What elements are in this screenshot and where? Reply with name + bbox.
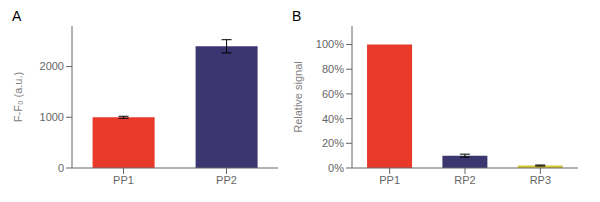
svg-text:40%: 40% (322, 113, 344, 125)
svg-text:0: 0 (58, 162, 64, 174)
svg-text:RP3: RP3 (530, 174, 551, 186)
svg-text:PP1: PP1 (113, 174, 134, 186)
svg-text:PP2: PP2 (216, 174, 237, 186)
svg-text:RP2: RP2 (454, 174, 475, 186)
svg-text:100%: 100% (316, 38, 344, 50)
svg-text:80%: 80% (322, 63, 344, 75)
svg-text:0%: 0% (328, 162, 344, 174)
svg-text:2000: 2000 (40, 60, 64, 72)
html-text:A: A (12, 8, 22, 24)
svg-text:F-F₀ (a.u.): F-F₀ (a.u.) (12, 72, 24, 122)
svg-text:20%: 20% (322, 137, 344, 149)
svg-text:Relative signal: Relative signal (292, 61, 304, 133)
svg-text:60%: 60% (322, 88, 344, 100)
svg-text:1000: 1000 (40, 111, 64, 123)
html-text:B: B (292, 8, 302, 24)
svg-text:PP1: PP1 (379, 174, 400, 186)
